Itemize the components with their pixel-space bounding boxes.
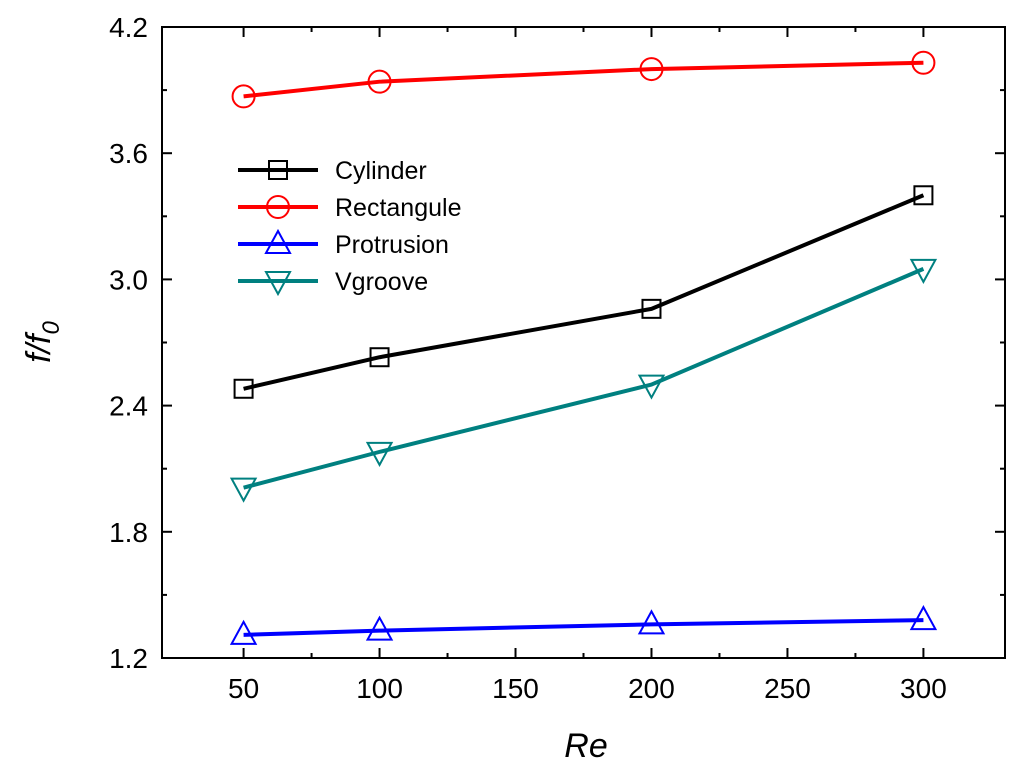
x-tick-label: 150	[492, 673, 539, 704]
plot-frame	[161, 26, 1006, 659]
data-point-rectangule	[367, 69, 392, 94]
y-tick-label: 1.8	[109, 517, 148, 548]
legend-marker	[264, 271, 292, 297]
series-line-vgroove	[243, 267, 925, 490]
legend-label: Cylinder	[335, 157, 427, 185]
axis-ticks: 50 100 150 200 250 300 1.2 1.8 2.4 3.0 3.6 4.2	[109, 12, 1005, 704]
data-point-protrusion	[365, 615, 394, 641]
y-tick-label: 3.0	[109, 264, 148, 295]
y-tick-label: 1.2	[109, 643, 148, 674]
legend-label: Rectangule	[335, 194, 461, 222]
legend-marker	[264, 228, 292, 254]
legend-item-cylinder: Cylinder	[238, 157, 427, 185]
legend-item-protrusion: Protrusion	[238, 228, 449, 259]
data-point-protrusion	[637, 609, 666, 635]
x-tick-label: 50	[228, 673, 259, 704]
y-axis-title-subscript: 0	[38, 321, 65, 335]
data-point-cylinder	[913, 185, 934, 206]
x-tick-label: 300	[900, 673, 947, 704]
legend-marker	[268, 160, 288, 180]
x-tick-label: 100	[356, 673, 403, 704]
series-cylinder	[233, 185, 934, 399]
data-point-rectangule	[639, 57, 664, 82]
data-point-cylinder	[233, 378, 254, 399]
data-point-vgroove	[909, 258, 938, 284]
data-point-vgroove	[229, 477, 258, 503]
series-layer	[229, 50, 938, 645]
data-point-protrusion	[229, 619, 258, 645]
y-axis-title-group: f/f0	[20, 321, 65, 363]
data-point-vgroove	[637, 374, 666, 400]
y-axis-title-main: f/f	[20, 331, 58, 363]
data-point-cylinder	[641, 298, 662, 319]
series-line-cylinder	[243, 193, 925, 391]
data-point-vgroove	[365, 441, 394, 467]
legend-item-rectangule: Rectangule	[238, 194, 461, 222]
series-rectangule	[231, 50, 936, 109]
y-tick-label: 2.4	[109, 391, 148, 422]
x-tick-label: 250	[764, 673, 811, 704]
data-point-rectangule	[911, 50, 936, 75]
x-tick-label: 200	[628, 673, 675, 704]
legend-label: Vgroove	[335, 268, 428, 296]
series-vgroove	[229, 258, 938, 503]
legend: Cylinder Rectangule Protrusion Vgroove	[238, 157, 461, 297]
y-tick-label: 4.2	[109, 12, 148, 43]
data-point-cylinder	[369, 347, 390, 368]
legend-marker	[266, 195, 290, 219]
data-point-protrusion	[909, 605, 938, 631]
y-tick-label: 3.6	[109, 138, 148, 169]
legend-label: Protrusion	[335, 231, 449, 259]
data-point-rectangule	[231, 84, 256, 109]
series-protrusion	[229, 605, 938, 645]
series-line-rectangule	[243, 60, 924, 99]
legend-item-vgroove: Vgroove	[238, 268, 428, 297]
x-axis-title: Re	[564, 727, 607, 765]
series-line-protrusion	[243, 618, 924, 637]
y-axis-title: f/f0	[20, 321, 65, 363]
